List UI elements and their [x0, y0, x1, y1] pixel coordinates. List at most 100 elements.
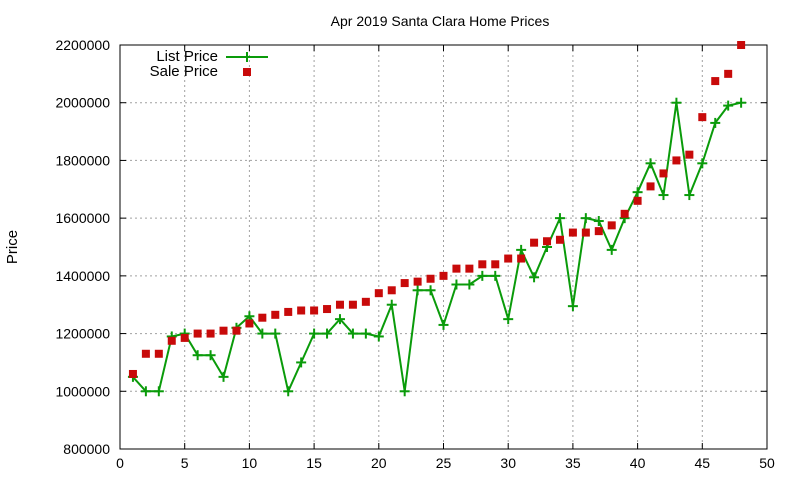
data-point-list-price: [697, 158, 708, 169]
data-point-sale-price: [348, 300, 357, 309]
y-tick-label: 1000000: [55, 383, 110, 399]
data-point-sale-price: [413, 277, 422, 286]
data-point-sale-price: [607, 221, 616, 230]
data-point-sale-price: [310, 306, 319, 315]
data-point-sale-price: [504, 254, 513, 263]
data-point-list-price: [412, 285, 423, 296]
series-layer: [127, 41, 747, 397]
data-point-sale-price: [232, 326, 241, 335]
data-point-list-price: [516, 244, 527, 255]
legend-marker-list-price: [242, 52, 252, 62]
y-tick-label: 2000000: [55, 95, 110, 111]
y-tick-label: 2200000: [55, 37, 110, 53]
data-point-sale-price: [530, 238, 539, 247]
data-point-list-price: [438, 319, 449, 330]
x-tick-label: 30: [500, 455, 516, 471]
data-point-list-price: [334, 314, 345, 325]
data-point-sale-price: [167, 336, 176, 345]
data-point-list-price: [503, 314, 514, 325]
data-point-sale-price: [594, 227, 603, 236]
legend-label-sale-price: Sale Price: [150, 63, 218, 80]
data-point-list-price: [360, 328, 371, 339]
data-point-sale-price: [154, 349, 163, 358]
x-tick-label: 50: [759, 455, 775, 471]
data-point-sale-price: [659, 169, 668, 178]
data-point-list-price: [477, 270, 488, 281]
data-point-list-price: [347, 328, 358, 339]
x-tick-label: 5: [181, 455, 189, 471]
data-point-sale-price: [297, 306, 306, 315]
data-point-list-price: [425, 285, 436, 296]
data-point-list-price: [554, 213, 565, 224]
data-point-list-price: [399, 386, 410, 397]
data-point-sale-price: [491, 260, 500, 269]
legend-swatch-sale-price: [243, 68, 251, 76]
data-point-list-price: [283, 386, 294, 397]
data-point-list-price: [684, 190, 695, 201]
y-axis-label: Price: [4, 230, 21, 264]
x-tick-label: 0: [116, 455, 124, 471]
data-point-sale-price: [219, 326, 228, 335]
data-point-sale-price: [400, 279, 409, 288]
x-tick-label: 45: [695, 455, 711, 471]
data-point-list-price: [309, 328, 320, 339]
legend-label-list-price: List Price: [156, 48, 218, 65]
y-tick-label: 1800000: [55, 152, 110, 168]
data-point-list-price: [490, 270, 501, 281]
data-point-sale-price: [698, 113, 707, 122]
data-point-sale-price: [284, 307, 293, 316]
grid-lines: [120, 45, 767, 449]
legend-plus-marker: [242, 52, 252, 62]
data-point-sale-price: [426, 274, 435, 283]
data-point-list-price: [529, 272, 540, 283]
data-point-sale-price: [361, 297, 370, 306]
series-sale-price: [128, 41, 746, 378]
data-point-list-price: [671, 97, 682, 108]
data-point-list-price: [257, 328, 268, 339]
data-point-sale-price: [452, 264, 461, 273]
data-point-list-price: [140, 386, 151, 397]
data-point-list-price: [218, 371, 229, 382]
y-tick-label: 1200000: [55, 326, 110, 342]
data-point-list-price: [710, 117, 721, 128]
legend: List Price Sale Price: [150, 48, 268, 80]
data-point-list-price: [723, 100, 734, 111]
x-tick-label: 10: [242, 455, 258, 471]
data-point-sale-price: [206, 329, 215, 338]
data-point-sale-price: [737, 41, 746, 49]
data-point-list-price: [451, 279, 462, 290]
data-point-sale-price: [323, 305, 332, 314]
data-point-list-price: [567, 301, 578, 312]
data-point-sale-price: [180, 333, 189, 342]
data-point-list-price: [386, 299, 397, 310]
data-point-list-price: [580, 213, 591, 224]
data-point-sale-price: [646, 182, 655, 191]
data-point-sale-price: [335, 300, 344, 309]
data-point-sale-price: [439, 271, 448, 280]
data-point-list-price: [373, 331, 384, 342]
data-point-sale-price: [517, 254, 526, 263]
data-point-sale-price: [711, 77, 720, 86]
data-point-sale-price: [193, 329, 202, 338]
data-point-list-price: [593, 216, 604, 227]
data-point-sale-price: [543, 237, 552, 246]
data-point-sale-price: [245, 319, 254, 328]
data-point-sale-price: [258, 313, 267, 322]
series-list-price: [127, 97, 747, 397]
x-tick-label: 20: [371, 455, 387, 471]
data-point-sale-price: [478, 260, 487, 269]
series-line-list-price: [132, 101, 742, 393]
data-point-list-price: [270, 328, 281, 339]
y-tick-label: 800000: [63, 441, 110, 457]
data-point-sale-price: [568, 228, 577, 237]
y-tick-label: 1400000: [55, 268, 110, 284]
chart-title: Apr 2019 Santa Clara Home Prices: [331, 13, 550, 29]
data-point-sale-price: [465, 264, 474, 273]
data-point-sale-price: [633, 196, 642, 205]
data-point-sale-price: [724, 69, 733, 78]
x-tick-label: 15: [306, 455, 322, 471]
data-point-list-price: [192, 350, 203, 361]
data-point-sale-price: [271, 310, 280, 319]
axis-ticks: 0 5 10 15 20 25 30 35 40 45 50 800000 1000000 1200000…: [55, 37, 775, 471]
